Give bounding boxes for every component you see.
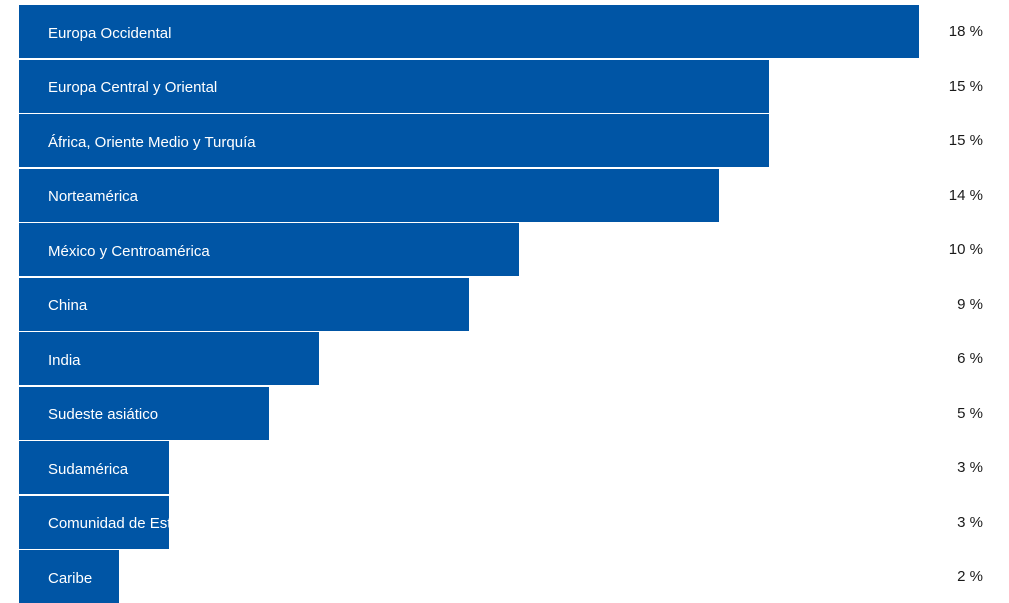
- bar-category-label: Norteamérica: [48, 187, 138, 207]
- bar-value-label: 2 %: [957, 567, 983, 587]
- bar-value-label: 10 %: [949, 240, 983, 260]
- bar-value-label: 15 %: [949, 77, 983, 97]
- bar-category-label: China: [48, 296, 87, 316]
- bar-category-label: Comunidad de Estados Independientes: [48, 514, 311, 534]
- bar-value-label: 15 %: [949, 131, 983, 151]
- bar-category-label: Caribe: [48, 569, 92, 589]
- bar-value-label: 3 %: [957, 458, 983, 478]
- bar-category-label: Europa Central y Oriental: [48, 78, 217, 98]
- bar-category-label: Sudamérica: [48, 460, 128, 480]
- bar-value-label: 18 %: [949, 22, 983, 42]
- bar-category-label: México y Centroamérica: [48, 242, 210, 262]
- bar-category-label: Sudeste asiático: [48, 405, 158, 425]
- bar-value-label: 6 %: [957, 349, 983, 369]
- bar-value-label: 14 %: [949, 186, 983, 206]
- bar-value-label: 5 %: [957, 404, 983, 424]
- bar-value-label: 3 %: [957, 513, 983, 533]
- bar-category-label: Europa Occidental: [48, 24, 171, 44]
- bar-category-label: África, Oriente Medio y Turquía: [48, 133, 256, 153]
- bar-value-label: 9 %: [957, 295, 983, 315]
- bar-category-label: India: [48, 351, 81, 371]
